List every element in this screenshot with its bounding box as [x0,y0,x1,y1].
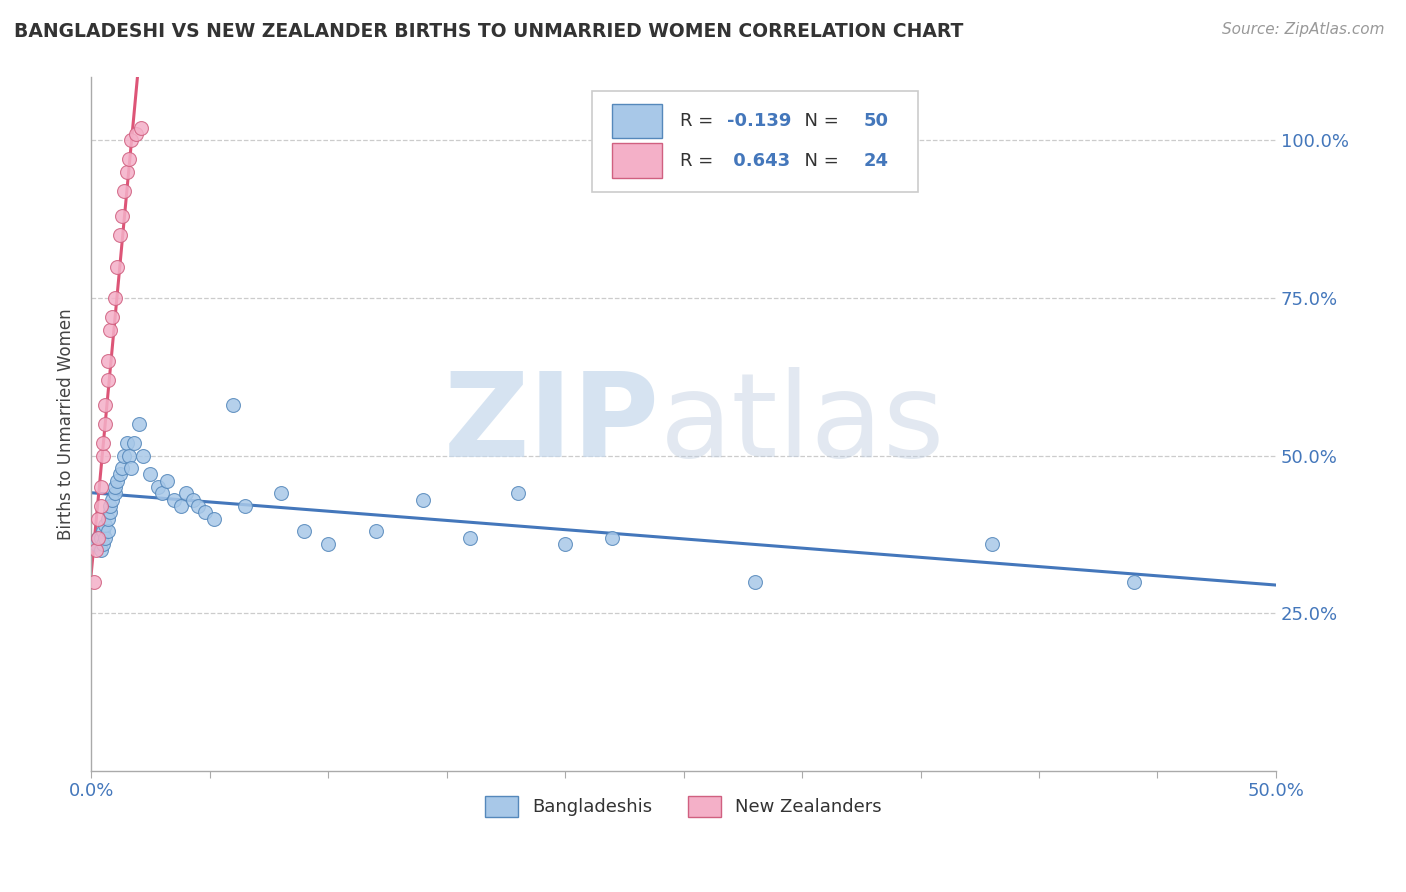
Text: R =: R = [681,112,718,130]
Point [316,537,339,551]
Point [554,537,576,551]
Text: ZIP: ZIP [444,367,659,482]
Point [187,499,209,513]
Point [87,531,110,545]
Point [90,499,112,513]
Point [120,461,142,475]
Point [118,153,141,167]
Point [150,486,173,500]
Point [91,436,114,450]
Point [156,474,179,488]
Point [97,524,120,539]
Point [506,486,529,500]
Point [115,436,138,450]
Point [104,486,127,500]
Point [1122,574,1144,589]
Point [233,499,256,513]
Point [84,537,107,551]
Text: -0.139: -0.139 [727,112,792,130]
Point [97,373,120,387]
Point [115,165,138,179]
Point [129,120,152,135]
Point [91,449,114,463]
Text: 50: 50 [863,112,889,130]
Point [97,511,120,525]
Point [105,474,128,488]
FancyBboxPatch shape [613,144,662,178]
Point [87,531,110,545]
Point [98,322,121,336]
Point [270,486,292,500]
Point [125,127,148,141]
Point [112,184,135,198]
Point [112,449,135,463]
Point [94,531,117,545]
Point [744,574,766,589]
Point [97,354,120,368]
Point [83,574,105,589]
Text: Source: ZipAtlas.com: Source: ZipAtlas.com [1222,22,1385,37]
Point [90,480,112,494]
Text: N =: N = [793,112,844,130]
Point [458,531,481,545]
Point [94,398,117,412]
Text: N =: N = [793,152,844,169]
Point [105,260,128,274]
Point [146,480,169,494]
Point [364,524,387,539]
Point [163,492,186,507]
Point [101,310,124,324]
Point [602,531,624,545]
Point [94,517,117,532]
Point [139,467,162,482]
Point [91,524,114,539]
Point [90,531,112,545]
Point [94,417,117,431]
Text: 0.643: 0.643 [727,152,790,169]
Point [98,505,121,519]
Y-axis label: Births to Unmarried Women: Births to Unmarried Women [58,309,75,540]
Point [132,449,155,463]
Text: atlas: atlas [659,367,945,482]
Point [128,417,150,431]
Point [91,537,114,551]
Point [90,543,112,558]
Point [294,524,316,539]
Point [120,133,142,147]
Text: R =: R = [681,152,718,169]
Point [108,467,131,482]
Point [118,449,141,463]
Point [104,291,127,305]
Point [84,543,107,558]
FancyBboxPatch shape [613,103,662,138]
FancyBboxPatch shape [592,91,918,192]
Point [170,499,193,513]
Point [202,511,225,525]
Point [222,398,245,412]
Point [412,492,434,507]
Point [87,511,110,525]
Point [980,537,1002,551]
Point [104,480,127,494]
Point [111,209,134,223]
Point [174,486,197,500]
Point [194,505,217,519]
Text: BANGLADESHI VS NEW ZEALANDER BIRTHS TO UNMARRIED WOMEN CORRELATION CHART: BANGLADESHI VS NEW ZEALANDER BIRTHS TO U… [14,22,963,41]
Point [111,461,134,475]
Point [181,492,204,507]
Point [108,227,131,242]
Point [122,436,145,450]
Point [98,499,121,513]
Text: 24: 24 [863,152,889,169]
Legend: Bangladeshis, New Zealanders: Bangladeshis, New Zealanders [478,789,889,824]
Point [101,492,124,507]
